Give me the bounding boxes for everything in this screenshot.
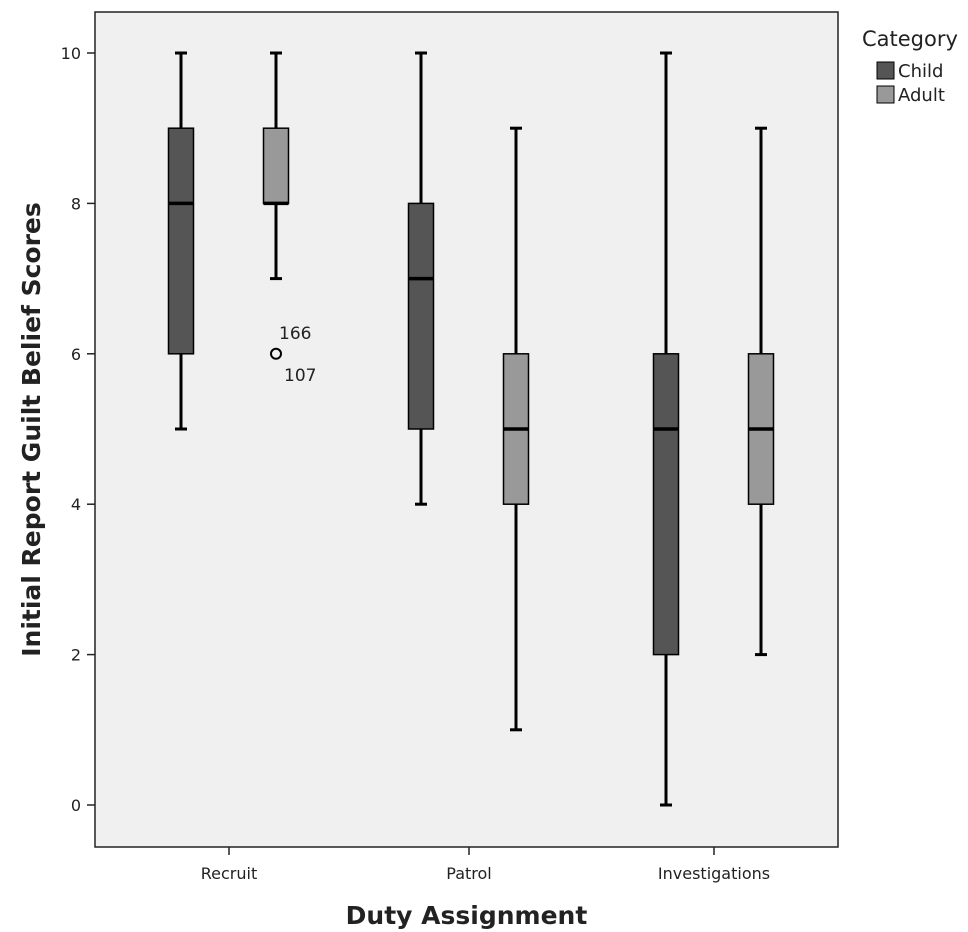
legend: Category Child Adult (862, 27, 958, 106)
legend-swatch-child (876, 61, 895, 80)
iqr-box (652, 353, 680, 656)
y-tick-label: 10 (61, 44, 81, 63)
box-groups: 166 107 (167, 51, 775, 807)
box-child-patrol (407, 51, 435, 506)
box-adult-recruit: 166 107 (262, 51, 316, 386)
box-child-recruit (167, 51, 195, 431)
iqr-box (167, 127, 195, 355)
outlier-point (270, 347, 282, 360)
legend-title: Category (862, 27, 958, 51)
outlier-label: 107 (284, 366, 316, 386)
iqr-box (407, 202, 435, 430)
x-tick-label: Recruit (201, 864, 257, 883)
plot-area (94, 11, 839, 848)
y-tick-label: 4 (71, 495, 81, 514)
x-axis: Recruit Patrol Investigations (201, 847, 770, 883)
legend-label-child: Child (898, 61, 943, 82)
iqr-box (262, 127, 290, 205)
x-tick-label: Investigations (658, 864, 770, 883)
box-adult-investigations (747, 126, 775, 657)
box-child-investigations (652, 51, 680, 807)
box-adult-patrol (502, 126, 530, 732)
x-axis-title: Duty Assignment (346, 901, 588, 930)
y-axis-title: Initial Report Guilt Belief Scores (17, 202, 46, 657)
outlier-label: 166 (279, 324, 311, 344)
y-tick-label: 8 (71, 194, 81, 213)
y-tick-label: 6 (71, 345, 81, 364)
y-tick-label: 0 (71, 796, 81, 815)
legend-swatch-adult (876, 85, 895, 104)
x-tick-label: Patrol (446, 864, 491, 883)
y-tick-label: 2 (71, 646, 81, 665)
legend-label-adult: Adult (898, 85, 945, 106)
y-axis: 0 2 4 6 8 10 (61, 44, 95, 815)
